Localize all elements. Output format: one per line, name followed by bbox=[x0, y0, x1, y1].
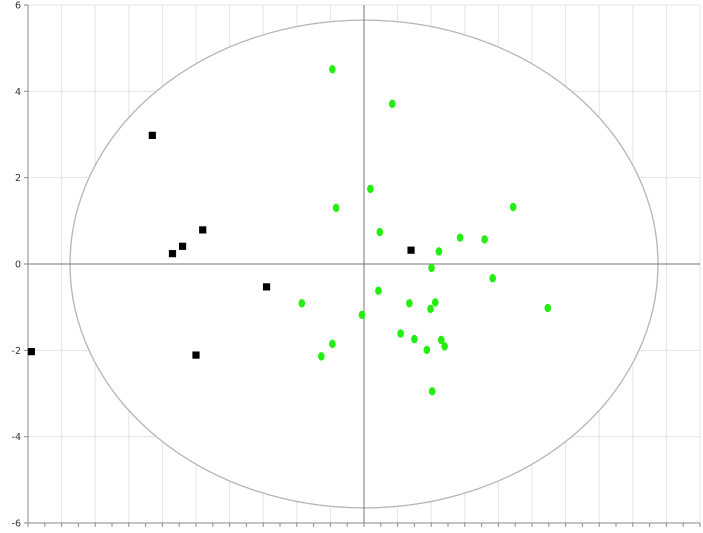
data-point-square bbox=[178, 242, 187, 250]
y-tick-label: 2 bbox=[15, 173, 21, 184]
data-point-circle bbox=[329, 65, 336, 74]
y-tick-label: 4 bbox=[15, 87, 21, 98]
y-tick-labels: 6 4 2 0 -2 -4 -6 bbox=[12, 1, 21, 530]
data-point-circle bbox=[318, 352, 325, 361]
data-point-circle bbox=[298, 299, 306, 308]
data-point-circle bbox=[406, 299, 413, 308]
axes bbox=[24, 4, 701, 527]
data-point-circle bbox=[431, 298, 439, 307]
data-point-circle bbox=[481, 235, 488, 244]
data-point-circle bbox=[509, 202, 517, 212]
data-point-circle bbox=[437, 335, 445, 345]
data-point-circle bbox=[428, 263, 435, 273]
data-points bbox=[27, 65, 552, 396]
data-point-circle bbox=[375, 286, 382, 295]
data-point-circle bbox=[544, 303, 552, 313]
data-point-circle bbox=[423, 345, 431, 355]
data-point-circle bbox=[489, 274, 496, 283]
data-point-square bbox=[192, 351, 200, 359]
data-point-circle bbox=[376, 227, 384, 237]
y-tick-label: -2 bbox=[12, 346, 21, 357]
data-point-circle bbox=[329, 339, 336, 349]
data-point-circle bbox=[428, 387, 436, 396]
data-point-circle bbox=[427, 304, 434, 314]
data-point-circle bbox=[358, 310, 366, 320]
data-point-circle bbox=[367, 184, 374, 194]
data-point-circle bbox=[435, 247, 443, 256]
data-point-square bbox=[262, 283, 271, 291]
data-point-square bbox=[27, 348, 35, 356]
data-point-square bbox=[407, 246, 415, 254]
data-point-circle bbox=[411, 334, 418, 344]
y-tick-label: 6 bbox=[15, 1, 21, 12]
data-point-square bbox=[199, 226, 207, 234]
data-point-circle bbox=[388, 99, 396, 109]
y-tick-label: 0 bbox=[15, 260, 21, 271]
data-point-circle bbox=[441, 342, 448, 351]
data-point-circle bbox=[397, 329, 404, 338]
data-point-circle bbox=[456, 233, 464, 242]
data-point-square bbox=[168, 250, 177, 258]
data-point-circle bbox=[332, 203, 340, 213]
y-tick-label: -4 bbox=[12, 432, 21, 443]
y-tick-label: -6 bbox=[12, 519, 21, 530]
data-point-square bbox=[148, 131, 156, 139]
